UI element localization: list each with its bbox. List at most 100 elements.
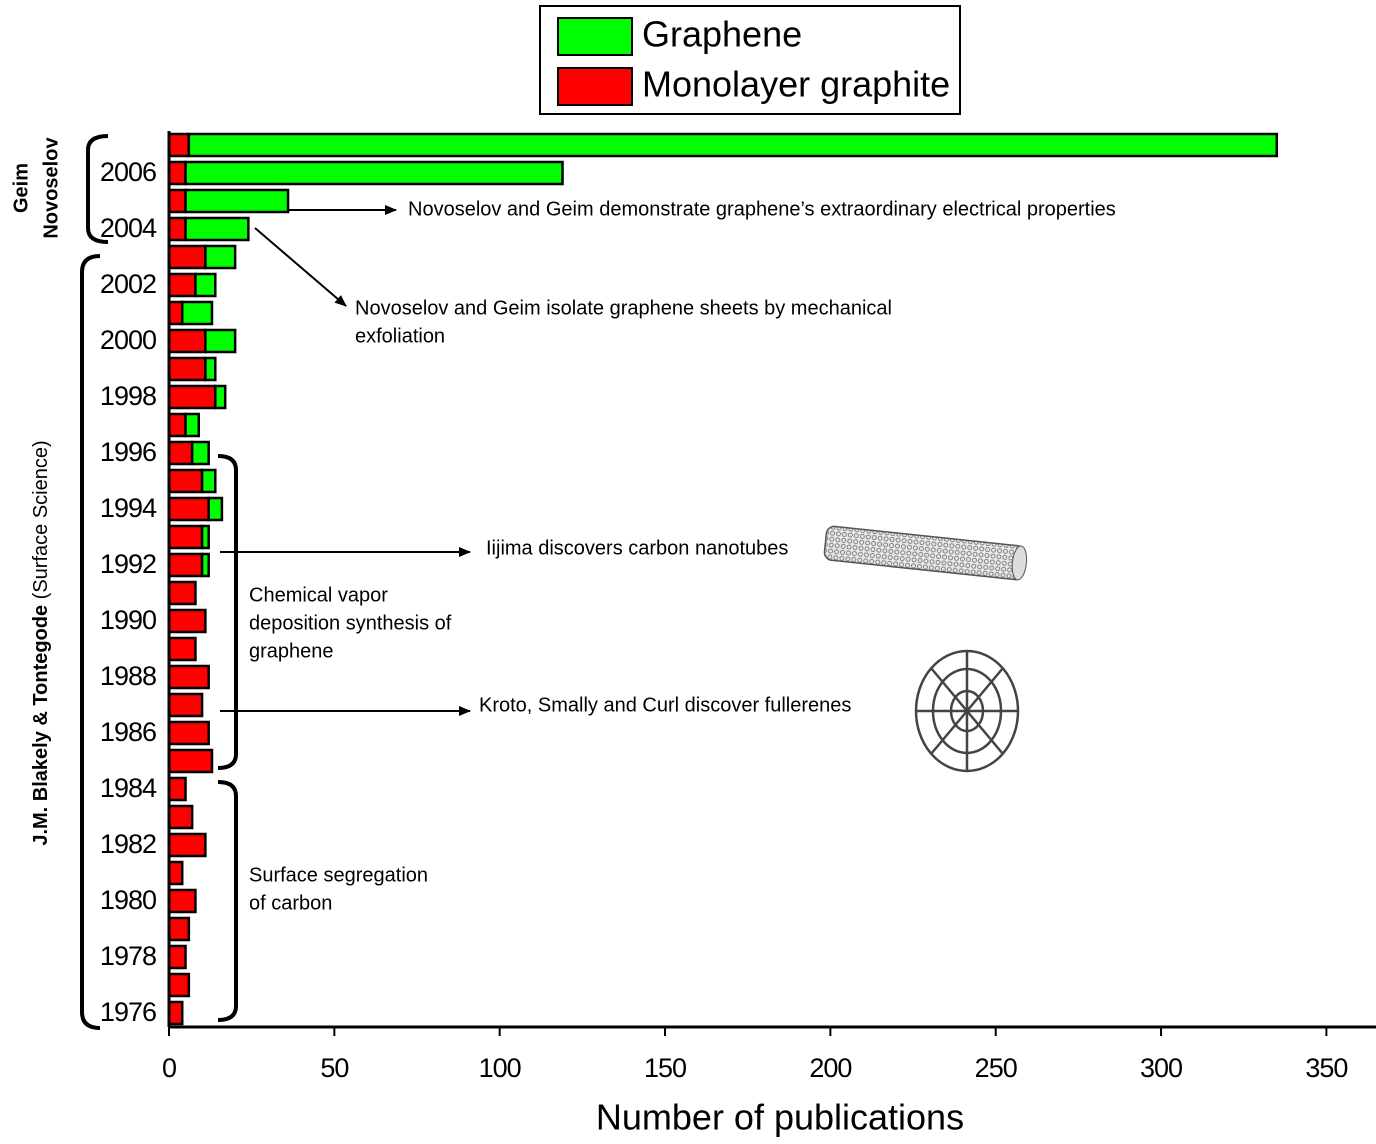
y-tick-label: 1980 [100,885,156,915]
bar-segment [169,358,205,380]
x-tick-label: 50 [320,1053,348,1083]
bar-segment [169,442,192,464]
group-label-bold: J.M. Blakely & Tontegode [30,605,52,846]
bar-segment [192,442,209,464]
bar-segment [169,946,186,968]
bar-segment [169,862,182,884]
bar-segment [169,750,212,772]
bar-segment [202,554,209,576]
bar-segment [169,778,186,800]
group-label: Geim [10,163,32,213]
bar-segment [169,246,205,268]
fullerene-illustration [916,651,1018,771]
x-tick-label: 250 [975,1053,1017,1083]
bar-segment [169,218,186,240]
bar-segment [202,470,215,492]
group-label-normal: (Surface Science) [30,440,52,599]
x-tick-label: 0 [162,1053,176,1083]
y-tick-label: 1984 [100,773,157,803]
bar-segment [169,554,202,576]
bar-segment [169,134,189,156]
annotation: deposition synthesis of [249,612,452,634]
y-tick-label: 1982 [100,829,156,859]
bar-segment [205,246,235,268]
bar-segment [169,974,189,996]
bar-segment [215,386,225,408]
bar-segment [195,274,215,296]
bar-segment [169,190,186,212]
x-tick-label: 300 [1140,1053,1182,1083]
y-tick-label: 1978 [100,941,156,971]
y-tick-label: 2006 [100,157,156,187]
legend-swatch [558,18,632,55]
bar-segment [169,834,205,856]
bar-segment [169,638,195,660]
bar-segment [169,666,209,688]
arrows [220,210,470,711]
bracket [218,782,236,1020]
bar-segment [169,274,195,296]
bar-segment [186,190,289,212]
y-tick-label: 1996 [100,437,156,467]
bracket [82,256,100,1028]
y-tick-label: 1994 [100,493,157,523]
bar-segment [169,582,195,604]
y-tick-label: 1988 [100,661,156,691]
bar-segment [169,610,205,632]
x-tick-label: 350 [1305,1053,1347,1083]
bar-segment [169,1002,182,1024]
annotation: Novoselov and Geim demonstrate graphene’… [408,198,1116,220]
bar-segment [169,386,215,408]
bar-segment [186,218,249,240]
annotation: Iijima discovers carbon nanotubes [486,537,788,559]
bar-segment [169,330,205,352]
bar-segment [202,526,209,548]
bar-segment [169,302,182,324]
legend-label: Monolayer graphite [642,64,950,105]
x-axis-label: Number of publications [596,1097,964,1138]
bar-segment [169,918,189,940]
bar-segment [189,134,1277,156]
bars [169,134,1277,1024]
bar-segment [186,162,563,184]
x-tick-label: 150 [644,1053,686,1083]
bar-segment [169,162,186,184]
x-tick-label: 100 [479,1053,521,1083]
annotation: of carbon [249,892,332,914]
group-label: Novoselov [40,137,62,239]
bar-segment [169,890,195,912]
y-tick-label: 2002 [100,269,156,299]
annotation: Surface segregation [249,864,428,886]
bar-segment [205,330,235,352]
bar-segment [169,498,209,520]
annotation: Kroto, Smally and Curl discover fulleren… [479,694,851,716]
bar-segment [205,358,215,380]
bar-segment [209,498,222,520]
legend-label: Graphene [642,14,802,55]
annotation: graphene [249,640,334,662]
annotation: Chemical vapor [249,584,388,606]
arrow [255,228,346,306]
x-tick-label: 200 [809,1053,851,1083]
legend-swatch [558,68,632,105]
chart: Graphene Monolayer graphite Geim Novoselo… [0,0,1376,1144]
bar-segment [169,526,202,548]
group-label: J.M. Blakely & Tontegode (Surface Scienc… [30,440,52,845]
bar-segment [169,414,186,436]
y-tick-label: 1998 [100,381,156,411]
annotation: Novoselov and Geim isolate graphene shee… [355,297,892,319]
y-tick-label: 1990 [100,605,156,635]
bar-segment [169,470,202,492]
y-tick-label: 1986 [100,717,156,747]
y-tick-label: 1992 [100,549,156,579]
nanotube-illustration [824,526,1028,581]
bar-segment [169,694,202,716]
y-tick-label: 2004 [100,213,157,243]
bar-segment [169,722,209,744]
bar-segment [182,302,212,324]
bar-segment [186,414,199,436]
annotation: exfoliation [355,325,445,347]
bar-segment [169,806,192,828]
y-tick-label: 2000 [100,325,156,355]
y-tick-label: 1976 [100,997,156,1027]
